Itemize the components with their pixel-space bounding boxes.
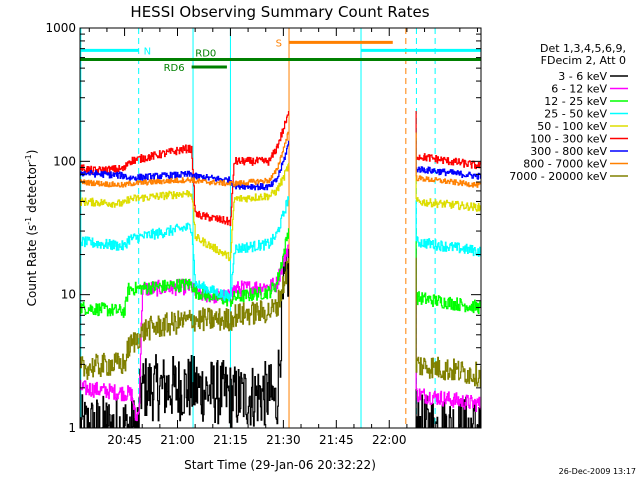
series-line-3-0 (80, 196, 290, 302)
legend-entry-5: 100 - 300 keV (530, 133, 607, 146)
state-label-s: S (276, 38, 282, 49)
y-tick-label-3: 1000 (45, 21, 76, 35)
legend-entry-0: 3 - 6 keV (558, 70, 607, 83)
axes: N S RD0 RD6 20:45 21:00 21:15 21:30 21:45 22:00 1 1… (45, 21, 481, 447)
series-line-4-0 (80, 162, 290, 262)
series-line-2-1 (415, 228, 481, 314)
state-label-n: N (144, 46, 151, 57)
series-line-3-1 (415, 200, 481, 257)
legend: Det 1,3,4,5,6,9, FDecim 2, Att 0 3 - 6 k… (509, 42, 628, 183)
series-line-2-0 (80, 228, 290, 318)
series-line-7-0 (80, 131, 290, 188)
legend-entry-2: 12 - 25 keV (544, 95, 607, 108)
series-line-7-1 (415, 132, 481, 188)
series-line-6-1 (415, 140, 481, 180)
series-line-0-0 (80, 248, 290, 428)
x-tick-label-2: 21:15 (213, 433, 248, 447)
plot-area (80, 28, 481, 428)
x-tick-label-3: 21:30 (266, 433, 301, 447)
legend-entry-3: 25 - 50 keV (544, 108, 607, 121)
legend-entry-6: 300 - 800 keV (530, 145, 607, 158)
legend-entry-4: 50 - 100 keV (537, 120, 607, 133)
series-line-8-0 (80, 257, 290, 380)
y-tick-label-2: 100 (53, 154, 76, 168)
legend-entry-8: 7000 - 20000 keV (509, 170, 607, 183)
legend-entry-1: 6 - 12 keV (551, 83, 607, 96)
x-tick-label-1: 21:00 (160, 433, 195, 447)
y-tick-label-0: 1 (68, 421, 76, 435)
x-tick-label-5: 22:00 (372, 433, 407, 447)
x-axis-label: Start Time (29-Jan-06 20:32:22) (184, 458, 376, 472)
y-axis-label: Count Rate (s-1 detector-1) (24, 150, 39, 307)
state-label-rd6: RD6 (164, 63, 185, 74)
state-label-rd0: RD0 (195, 49, 216, 60)
timestamp: 26-Dec-2009 13:17 (559, 467, 636, 476)
series-line-8-1 (415, 257, 481, 388)
legend-entry-7: 800 - 7000 keV (523, 158, 607, 171)
plot-frame (79, 27, 482, 429)
series-line-5-1 (415, 111, 481, 170)
x-tick-label-4: 21:45 (319, 433, 354, 447)
series-line-0-1 (415, 248, 481, 428)
series-line-5-0 (80, 111, 290, 227)
series-line-1-1 (415, 244, 481, 412)
y-tick-label-1: 10 (61, 288, 76, 302)
series-line-4-1 (415, 162, 481, 212)
legend-title-line-2: FDecim 2, Att 0 (541, 54, 626, 67)
series-line-6-0 (80, 140, 290, 191)
x-tick-label-0: 20:45 (107, 433, 142, 447)
legend-title-line-1: Det 1,3,4,5,6,9, (540, 42, 626, 55)
chart-title: HESSI Observing Summary Count Rates (130, 3, 429, 21)
